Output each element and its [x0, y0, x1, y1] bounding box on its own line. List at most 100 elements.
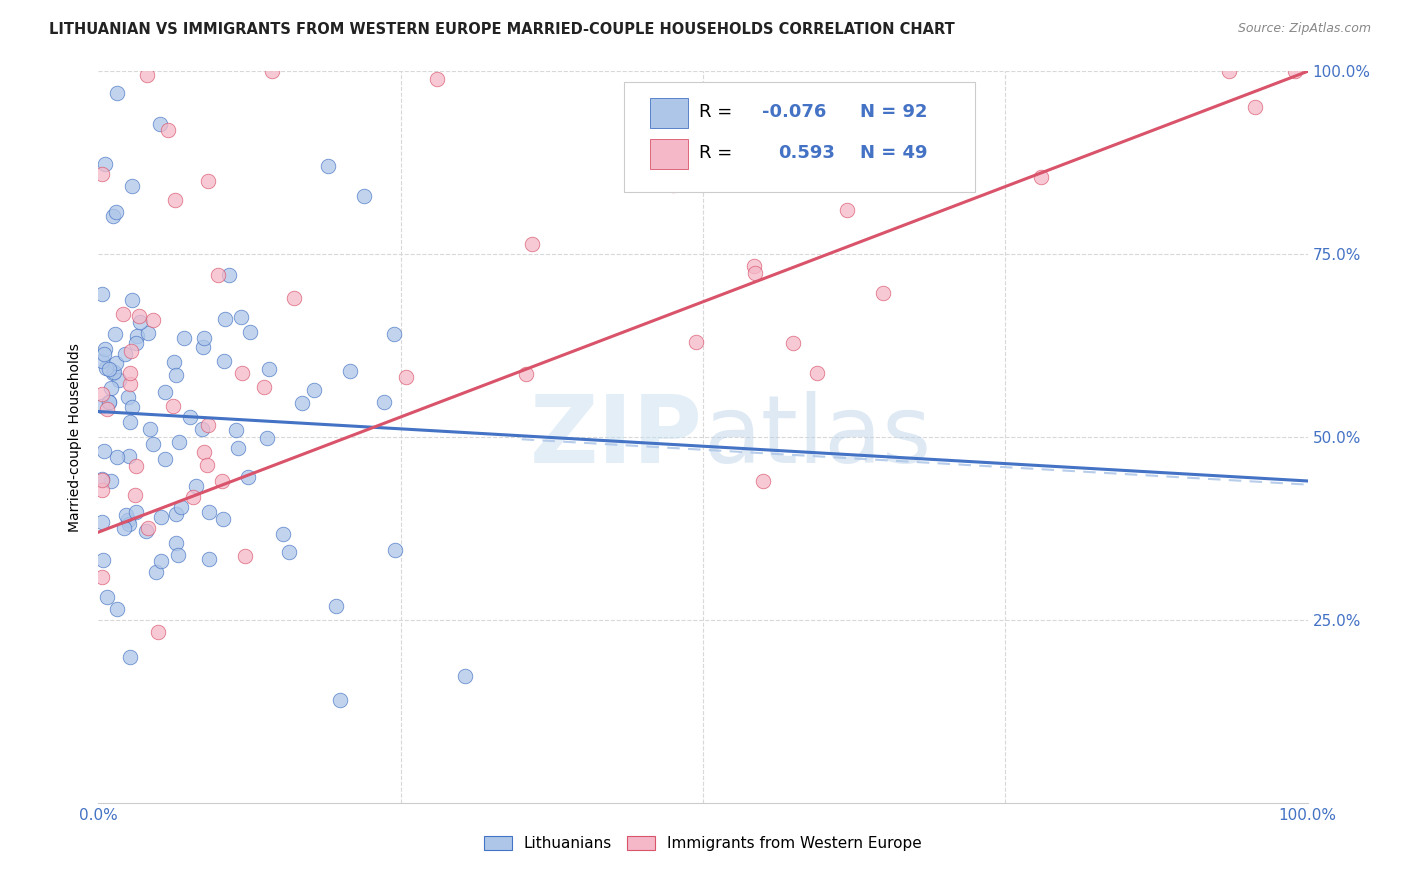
- Point: [515, 368, 537, 382]
- Point: [118, 415, 141, 429]
- Point: [212, 512, 235, 526]
- Point: [114, 347, 136, 361]
- Text: atlas: atlas: [703, 391, 931, 483]
- Point: [145, 565, 167, 579]
- Point: [100, 381, 122, 395]
- Point: [93, 347, 115, 361]
- Point: [257, 362, 280, 376]
- Point: [302, 383, 325, 397]
- Point: [426, 71, 449, 86]
- Point: [872, 286, 894, 301]
- Point: [148, 117, 170, 131]
- Point: [165, 368, 187, 382]
- Point: [395, 370, 418, 384]
- Point: [191, 422, 214, 436]
- Text: -0.076: -0.076: [762, 103, 827, 120]
- Point: [165, 536, 187, 550]
- Point: [121, 179, 143, 194]
- Point: [91, 399, 114, 413]
- Point: [1284, 64, 1306, 78]
- Point: [225, 424, 247, 438]
- Point: [125, 458, 148, 473]
- Point: [149, 554, 172, 568]
- Point: [253, 380, 276, 394]
- Point: [1029, 169, 1052, 184]
- Point: [157, 123, 180, 137]
- Point: [112, 520, 135, 534]
- Point: [146, 624, 169, 639]
- Point: [167, 435, 190, 450]
- Point: [104, 326, 127, 341]
- Point: [118, 376, 141, 391]
- Y-axis label: Married-couple Households: Married-couple Households: [69, 343, 83, 532]
- Text: N = 92: N = 92: [860, 103, 928, 120]
- Point: [278, 544, 301, 558]
- Text: ZIP: ZIP: [530, 391, 703, 483]
- Point: [117, 390, 139, 404]
- Point: [373, 395, 395, 409]
- Point: [117, 513, 139, 527]
- Point: [118, 366, 141, 380]
- Point: [136, 326, 159, 341]
- Point: [121, 401, 143, 415]
- Point: [212, 354, 235, 368]
- Point: [231, 310, 253, 325]
- Point: [181, 490, 204, 504]
- Point: [179, 410, 201, 425]
- Point: [125, 328, 148, 343]
- Point: [93, 553, 115, 567]
- Text: 0.593: 0.593: [778, 144, 835, 161]
- Point: [454, 668, 477, 682]
- Point: [100, 474, 122, 488]
- Point: [153, 451, 176, 466]
- Point: [166, 548, 188, 562]
- Point: [125, 504, 148, 518]
- Point: [94, 157, 117, 171]
- Point: [121, 293, 143, 307]
- Point: [184, 479, 207, 493]
- Point: [163, 355, 186, 369]
- Point: [806, 366, 828, 380]
- Point: [198, 505, 221, 519]
- Point: [260, 64, 283, 78]
- Point: [256, 431, 278, 445]
- Point: [111, 307, 134, 321]
- Text: Source: ZipAtlas.com: Source: ZipAtlas.com: [1237, 22, 1371, 36]
- Point: [94, 342, 117, 356]
- Point: [96, 402, 118, 417]
- Point: [231, 366, 253, 380]
- Point: [782, 335, 804, 350]
- Point: [742, 259, 765, 273]
- Point: [197, 174, 219, 188]
- Point: [101, 209, 124, 223]
- Point: [129, 314, 152, 328]
- Point: [155, 384, 177, 399]
- Point: [226, 442, 249, 456]
- Point: [136, 521, 159, 535]
- Point: [384, 542, 406, 557]
- Point: [105, 87, 128, 101]
- Text: N = 49: N = 49: [860, 144, 928, 161]
- Point: [233, 549, 256, 564]
- Point: [142, 313, 165, 327]
- Point: [91, 353, 114, 368]
- Point: [162, 399, 184, 413]
- Point: [93, 443, 115, 458]
- Point: [239, 326, 262, 340]
- Text: LITHUANIAN VS IMMIGRANTS FROM WESTERN EUROPE MARRIED-COUPLE HOUSEHOLDS CORRELATI: LITHUANIAN VS IMMIGRANTS FROM WESTERN EU…: [49, 22, 955, 37]
- Point: [125, 336, 148, 351]
- Point: [218, 268, 240, 282]
- Point: [236, 469, 259, 483]
- Point: [150, 509, 173, 524]
- Point: [98, 362, 121, 376]
- Point: [744, 266, 766, 280]
- Point: [115, 508, 138, 523]
- Point: [316, 160, 339, 174]
- Point: [105, 450, 128, 464]
- Point: [91, 387, 114, 401]
- Point: [195, 458, 218, 473]
- Point: [107, 373, 129, 387]
- Point: [207, 268, 229, 282]
- Point: [104, 356, 127, 370]
- Text: R =: R =: [699, 144, 744, 161]
